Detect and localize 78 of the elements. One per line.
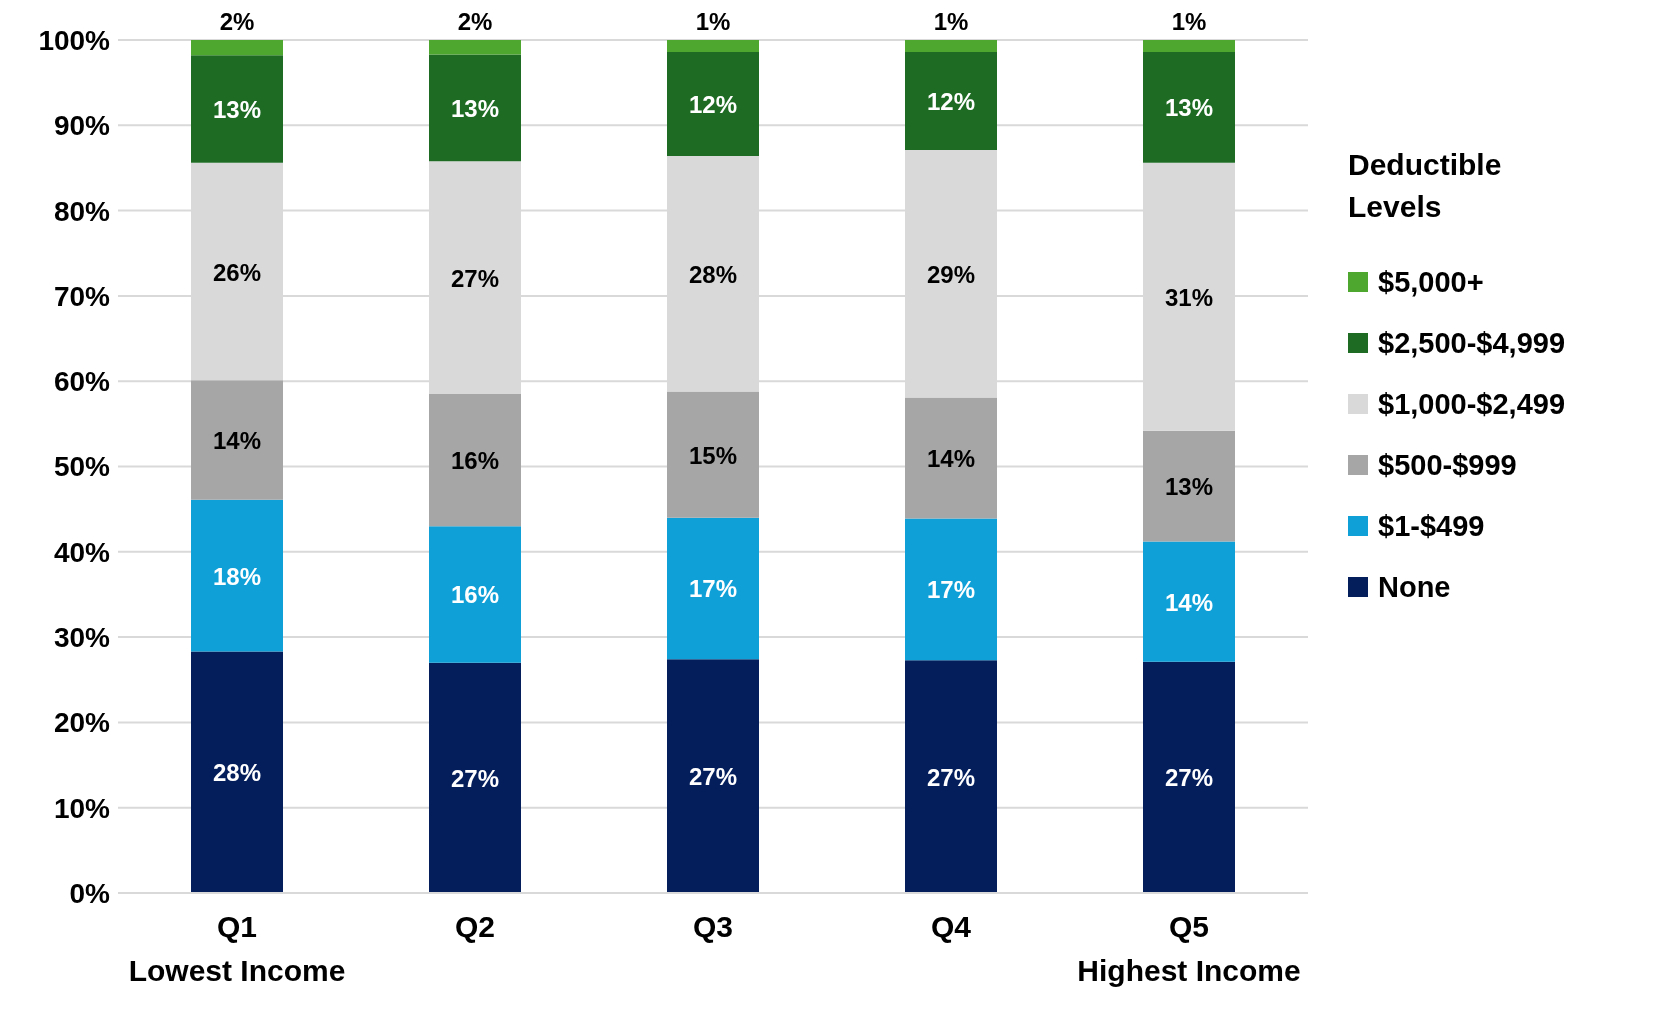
data-label: 28% [688,260,738,288]
bar [1143,661,1235,893]
data-label: 27% [450,764,500,792]
y-tick-label: 10% [53,792,111,824]
data-label: 14% [212,427,262,455]
bar [667,40,759,52]
bar [191,40,283,56]
bar [191,499,283,652]
bar [429,394,521,527]
data-label: 1% [695,8,731,35]
x-tick-label: Q5 Highest Income [1077,910,1301,987]
bar [1143,51,1235,163]
bar [905,660,997,893]
y-tick-label: 60% [53,366,111,398]
bar [905,40,997,52]
bar [667,517,759,660]
x-tick-label: Q2 [454,910,496,943]
x-tick-label: Q1 Lowest Income [128,910,346,987]
data-label: 27% [1164,764,1214,792]
data-label: 27% [926,763,976,791]
legend-label: $1-$499 [1378,509,1485,543]
legend-label: $5,000+ [1378,265,1484,299]
data-label: 13% [212,96,262,124]
bar [429,40,521,55]
data-label: 17% [926,576,976,604]
y-tick-label: 0% [69,877,111,909]
data-label: 2% [219,8,255,35]
data-label: 13% [1164,473,1214,501]
data-label: 17% [688,575,738,603]
y-tick-label: 90% [53,110,111,142]
data-label: 26% [212,258,262,286]
bar [667,51,759,157]
x-tick-label: Q3 [692,910,734,943]
legend-label: $2,500-$4,999 [1378,326,1566,360]
data-label: 2% [457,8,493,35]
data-label: 28% [212,759,262,787]
data-label: 15% [688,441,738,469]
bar [1143,430,1235,542]
bar [191,380,283,500]
data-label: 27% [688,763,738,791]
bar [1143,40,1235,52]
y-tick-label: 100% [38,24,111,56]
data-label: 16% [450,581,500,609]
bar [429,526,521,663]
y-tick-label: 30% [53,622,111,654]
bar [905,518,997,661]
bar [667,391,759,518]
data-label: 13% [1164,94,1214,122]
bar [667,659,759,893]
y-tick-label: 40% [53,536,111,568]
bar [905,51,997,151]
bar [429,662,521,893]
data-label: 1% [933,8,969,35]
legend-title: Deductible Levels [1348,146,1503,225]
data-label: 12% [688,90,738,118]
y-tick-label: 70% [53,280,111,312]
y-tick-label: 50% [53,451,111,483]
x-tick-label: Q4 [930,910,972,943]
y-tick-label: 20% [53,707,111,739]
data-label: 27% [450,264,500,292]
data-label: 18% [212,562,262,590]
bar [905,397,997,519]
y-tick-label: 80% [53,195,111,227]
bar [429,54,521,162]
data-label: 12% [926,87,976,115]
data-label: 14% [1164,588,1214,616]
bar [1143,541,1235,662]
legend-label: $1,000-$2,499 [1378,387,1566,421]
data-label: 29% [926,260,976,288]
data-label: 13% [450,94,500,122]
bar [191,55,283,163]
data-label: 31% [1164,283,1214,311]
bar [191,651,283,893]
data-label: 14% [926,444,976,472]
legend-label: None [1378,570,1451,604]
legend-label: $500-$999 [1378,448,1517,482]
data-label: 16% [450,447,500,475]
data-label: 1% [1171,8,1207,35]
